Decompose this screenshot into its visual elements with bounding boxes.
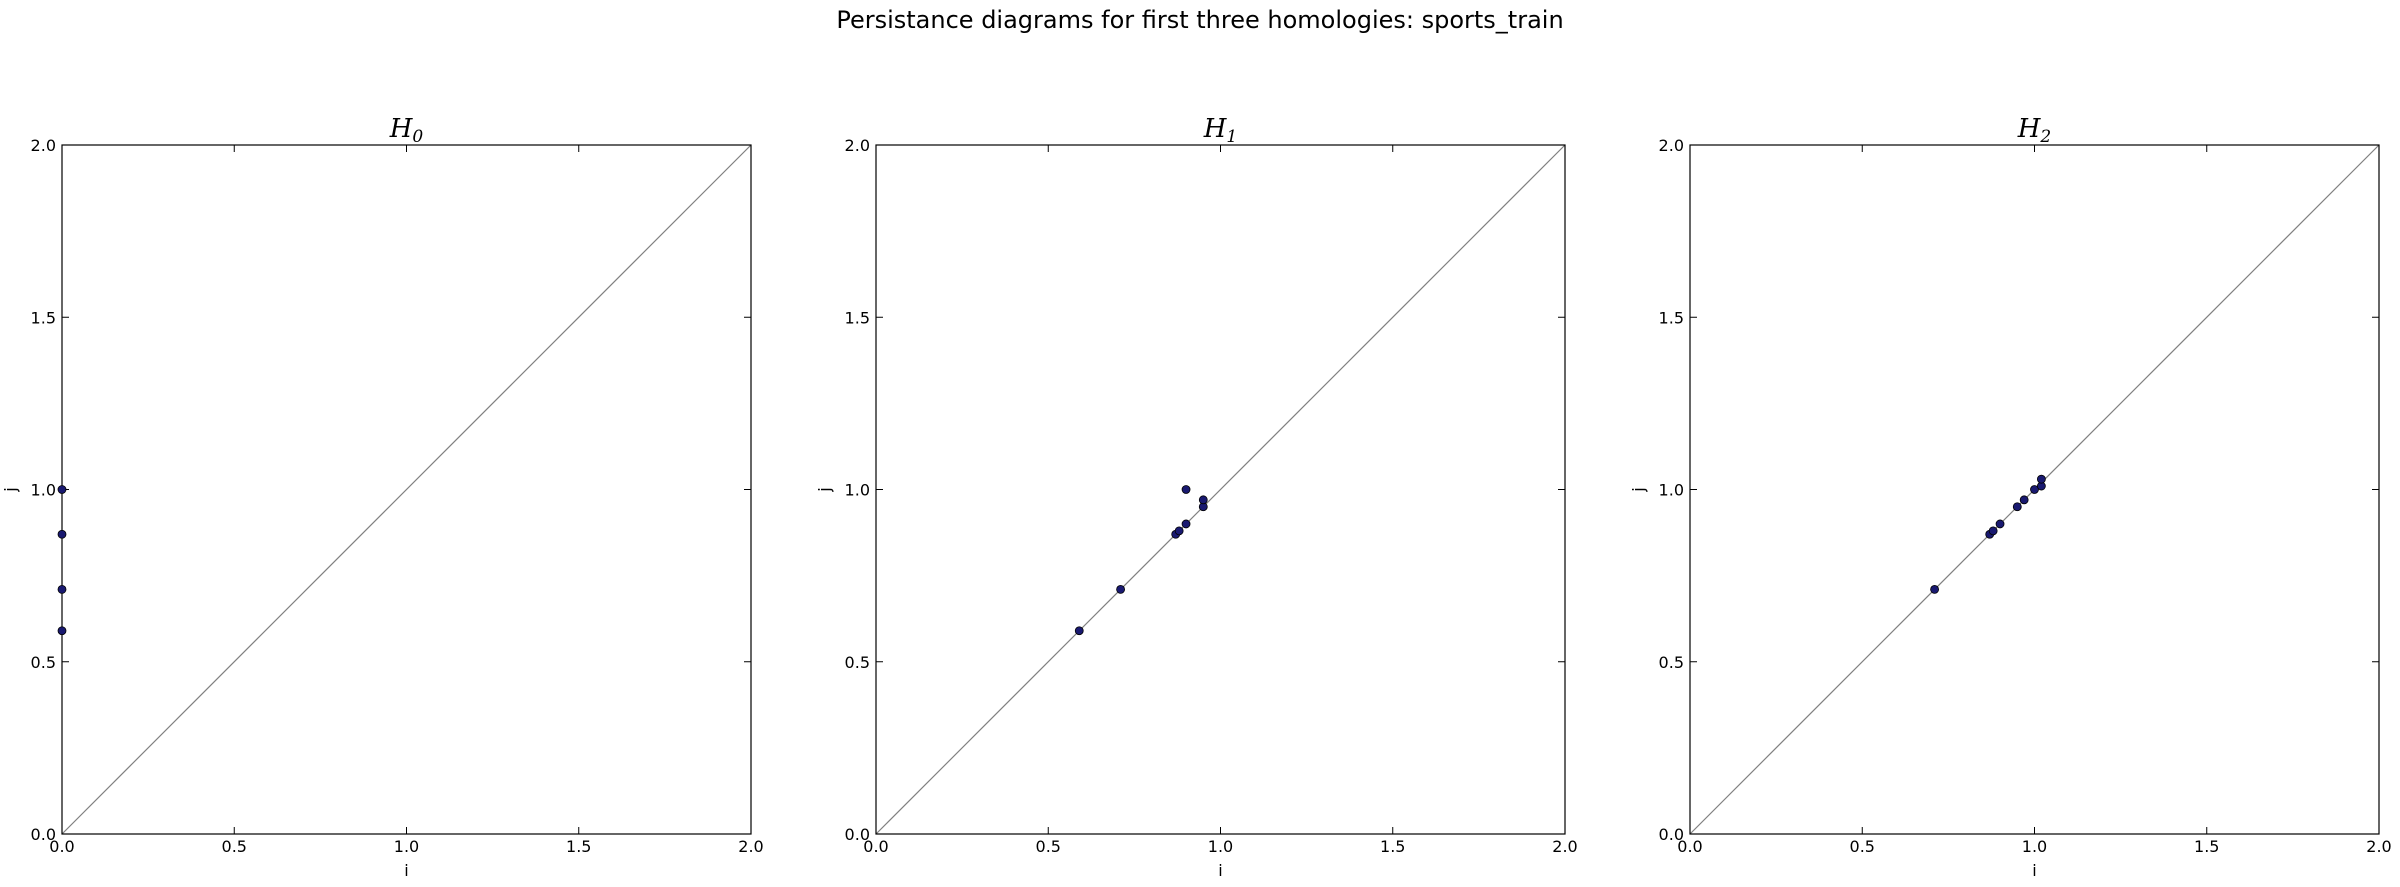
- figure-title: Persistance diagrams for first three hom…: [836, 6, 1563, 34]
- y-axis-label: j: [815, 487, 834, 492]
- y-tick-label: 1.5: [845, 308, 870, 327]
- x-tick-label: 2.0: [1552, 837, 1577, 856]
- y-tick-label: 1.0: [31, 481, 56, 500]
- data-point: [1995, 519, 2005, 529]
- x-axis-label: i: [404, 861, 408, 880]
- x-tick-label: 1.0: [2022, 837, 2047, 856]
- y-tick-label: 0.5: [1659, 653, 1684, 672]
- panels: 0.0 0.5 1.0 1.5 2.0 0.0 0.5 1.0 1.5 2.0 i j H0 0.0 0.5…: [1, 114, 2392, 880]
- y-axis-label: j: [1, 487, 20, 492]
- y-tick-label: 2.0: [845, 136, 870, 155]
- data-point: [2030, 485, 2039, 494]
- y-tick-label: 0.0: [845, 825, 870, 844]
- data-point: [1116, 585, 1125, 594]
- data-point: [2019, 495, 2029, 505]
- y-tick-label: 1.0: [845, 481, 870, 500]
- y-tick-label: 1.5: [31, 308, 56, 327]
- x-tick-label: 0.5: [1850, 837, 1875, 856]
- y-tick-label: 1.0: [1659, 481, 1684, 500]
- y-tick-label: 0.0: [1659, 825, 1684, 844]
- y-tick-label: 0.5: [845, 653, 870, 672]
- x-axis-label: i: [1218, 861, 1222, 880]
- x-tick-label: 1.5: [1380, 837, 1405, 856]
- panel-title-subscript: 1: [1226, 127, 1237, 147]
- panel-title: H0: [389, 114, 424, 147]
- panel-title: H1: [1203, 114, 1238, 147]
- plot-panel-0: 0.0 0.5 1.0 1.5 2.0 0.0 0.5 1.0 1.5 2.0 i j H0: [1, 114, 764, 880]
- panel-title-subscript: 0: [412, 127, 423, 147]
- data-point: [1181, 519, 1191, 529]
- x-tick-label: 0.5: [222, 837, 247, 856]
- x-axis-label: i: [2032, 861, 2036, 880]
- y-axis-label: j: [1629, 487, 1648, 492]
- data-point: [2012, 502, 2022, 512]
- plot-panel-2: 0.0 0.5 1.0 1.5 2.0 0.0 0.5 1.0 1.5 2.0 i j H2: [1629, 114, 2392, 880]
- x-tick-label: 0.5: [1036, 837, 1061, 856]
- data-point: [57, 585, 67, 594]
- data-point: [57, 626, 67, 636]
- x-tick-label: 1.0: [394, 837, 419, 856]
- data-point: [1174, 526, 1184, 536]
- y-tick-label: 1.5: [1659, 308, 1684, 327]
- x-tick-label: 2.0: [738, 837, 763, 856]
- y-tick-label: 2.0: [1659, 136, 1684, 155]
- data-point: [1930, 585, 1939, 594]
- data-point: [1198, 495, 1208, 505]
- diagonal-line: [61, 144, 752, 835]
- data-point: [1988, 526, 1998, 536]
- data-point: [1181, 485, 1191, 494]
- x-tick-label: 0.0: [1677, 837, 1702, 856]
- x-tick-label: 0.0: [49, 837, 74, 856]
- panel-title-subscript: 2: [2039, 127, 2051, 147]
- x-tick-label: 2.0: [2366, 837, 2391, 856]
- diagonal-line: [875, 144, 1566, 835]
- x-tick-label: 1.0: [1208, 837, 1233, 856]
- y-tick-label: 2.0: [31, 136, 56, 155]
- data-point: [1074, 626, 1084, 636]
- x-tick-label: 1.5: [566, 837, 591, 856]
- y-tick-label: 0.5: [31, 653, 56, 672]
- x-tick-label: 1.5: [2194, 837, 2219, 856]
- y-tick-label: 0.0: [31, 825, 56, 844]
- data-point: [57, 485, 67, 494]
- plot-panel-1: 0.0 0.5 1.0 1.5 2.0 0.0 0.5 1.0 1.5 2.0 i j H1: [815, 114, 1578, 880]
- data-point: [2036, 474, 2046, 484]
- panel-title: H2: [2017, 114, 2052, 147]
- x-tick-label: 0.0: [863, 837, 888, 856]
- data-point: [57, 529, 67, 539]
